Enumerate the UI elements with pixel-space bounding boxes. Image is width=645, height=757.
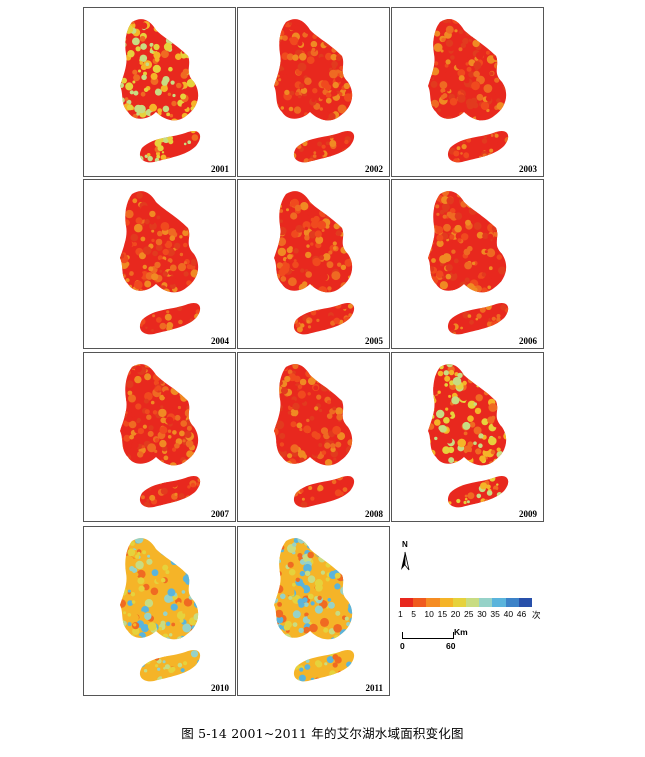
colorbar-swatch — [452, 598, 466, 607]
map-panel-2003: 2003 — [391, 7, 544, 177]
lake-map — [428, 364, 509, 508]
north-arrow-icon: N — [398, 540, 412, 572]
colorbar-swatch — [518, 598, 532, 607]
lake-map — [120, 191, 201, 335]
lake-map — [428, 191, 509, 335]
map-legend: N 1 5 10 15 20 25 30 35 40 46 次 Km 0 60 — [398, 540, 558, 660]
panel-year-label: 2001 — [211, 164, 229, 174]
map-panel-2007: 2007 — [83, 352, 236, 522]
scale-start: 0 — [400, 641, 405, 651]
colorbar-tick-label: 40 — [503, 609, 514, 619]
panel-year-label: 2002 — [365, 164, 383, 174]
lake-map — [428, 19, 509, 163]
colorbar-tick-label: 35 — [490, 609, 500, 619]
colorbar-tick-label: 30 — [477, 609, 487, 619]
colorbar-swatch — [439, 598, 453, 607]
panel-year-label: 2010 — [211, 683, 229, 693]
colorbar-tick-label: 5 — [411, 609, 416, 619]
colorbar-swatch — [400, 598, 414, 607]
panel-year-label: 2006 — [519, 336, 537, 346]
colorbar-swatch — [426, 598, 440, 607]
scale-unit: Km — [454, 627, 468, 637]
colorbar-tick-label: 10 — [424, 609, 434, 619]
frequency-colorbar — [400, 598, 532, 607]
colorbar-tick-label: 15 — [437, 609, 448, 619]
panel-year-label: 2009 — [519, 509, 537, 519]
map-panel-2006: 2006 — [391, 179, 544, 349]
map-panel-2002: 2002 — [237, 7, 390, 177]
colorbar-swatch — [465, 598, 480, 607]
panel-year-label: 2007 — [211, 509, 229, 519]
colorbar-ticks: 1 5 10 15 20 25 30 35 40 46 次 — [398, 609, 558, 621]
colorbar-swatch — [479, 598, 493, 607]
scale-end: 60 — [446, 641, 456, 651]
lake-map — [120, 19, 201, 163]
lake-map — [274, 364, 355, 508]
figure-caption: 图 5-14 2001~2011 年的艾尔湖水域面积变化图 — [181, 726, 464, 741]
map-panel-2009: 2009 — [391, 352, 544, 522]
colorbar-swatch — [505, 598, 519, 607]
scale-bar — [402, 632, 454, 639]
colorbar-tick-label: 20 — [450, 609, 461, 619]
panel-year-label: 2011 — [365, 683, 383, 693]
lake-map — [274, 538, 355, 682]
lake-map — [120, 364, 201, 508]
lake-map — [274, 191, 355, 335]
colorbar-tick-label: 25 — [464, 609, 474, 619]
map-panel-2001: 2001 — [83, 7, 236, 177]
panel-year-label: 2003 — [519, 164, 537, 174]
map-panel-2005: 2005 — [237, 179, 390, 349]
map-panel-2011: 2011 — [237, 526, 390, 696]
lake-map — [274, 19, 355, 163]
colorbar-unit: 次 — [532, 610, 541, 620]
north-label: N — [402, 540, 408, 549]
colorbar-swatch — [492, 598, 506, 607]
colorbar-swatch — [413, 598, 427, 607]
map-panel-2004: 2004 — [83, 179, 236, 349]
map-panel-2008: 2008 — [237, 352, 390, 522]
colorbar-tick-label: 46 — [516, 609, 527, 619]
lake-map — [120, 538, 201, 682]
map-panel-2010: 2010 — [83, 526, 236, 696]
colorbar-tick-label: 1 — [398, 609, 403, 619]
panel-year-label: 2004 — [211, 336, 229, 346]
panel-year-label: 2005 — [365, 336, 383, 346]
panel-year-label: 2008 — [365, 509, 383, 519]
